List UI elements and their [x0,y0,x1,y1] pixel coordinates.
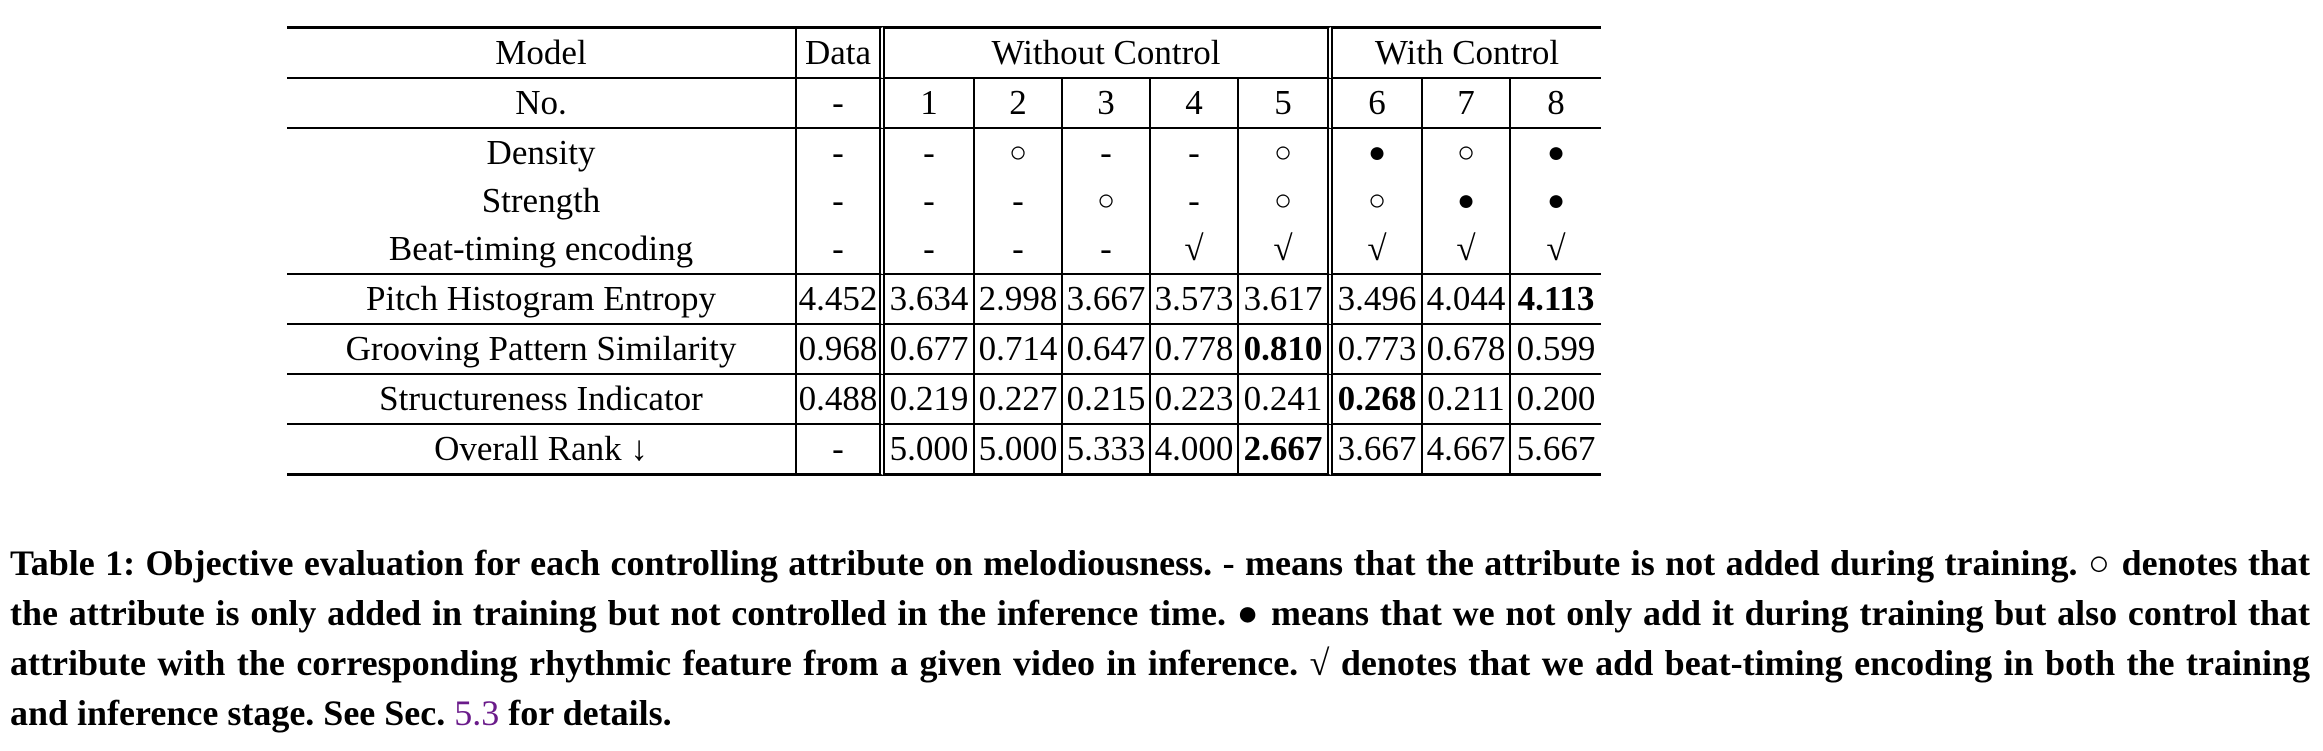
table-cell: 0.211 [1423,375,1511,425]
table-cell: 0.647 [1063,325,1151,375]
header-without-control: Without Control [885,26,1333,79]
row-label: Overall Rank ↓ [287,425,797,476]
table-cell: ● [1333,129,1423,177]
table-cell: ● [1423,177,1511,225]
table-cell: 3.496 [1333,275,1423,325]
table-cell: 0.677 [885,325,975,375]
row-label: Grooving Pattern Similarity [287,325,797,375]
table-cell: ● [1546,136,1566,169]
row-label: Structureness Indicator [287,375,797,425]
table-cell: ○ [1333,177,1423,225]
table-cell: ○ [975,129,1063,177]
row-label: No. [287,79,797,129]
header-with-control: With Control [1333,26,1601,79]
table-cell: - [1151,177,1239,225]
table-cell: 4.667 [1423,425,1511,476]
table-row: Overall Rank ↓ -5.000 5.000 5.333 4.000 2.667… [287,425,1601,476]
table-cell: - [1063,129,1151,177]
table-cell: 5.000 [975,425,1063,476]
table-row: Pitch Histogram Entropy 4.452 3.634 2.998 3.… [287,275,1601,325]
table-cell: 3 [1063,79,1151,129]
row-label: Density [287,129,797,177]
table-cell: 2 [975,79,1063,129]
table-cell: √ [1333,225,1423,275]
table-cell: 5 [1239,79,1333,129]
table-cell: 5.333 [1063,425,1151,476]
table-cell: ○ [1239,177,1333,225]
table-cell: 0.488 [797,375,885,425]
table-cell: - [797,425,885,476]
table-cell: - [975,177,1063,225]
table-row: No. -1 2 3 4 5 6 7 8 [287,79,1601,129]
table-cell: 3.573 [1151,275,1239,325]
table-cell: 2.667 [1239,425,1333,476]
table-cell: 0.810 [1239,325,1333,375]
table-cell: 3.634 [885,275,975,325]
table-cell: ● [1546,184,1566,217]
table-cell: 0.241 [1239,375,1333,425]
table-cell: - [1151,129,1239,177]
header-data: Data [797,26,885,79]
table-cell: - [797,129,885,177]
table-cell: - [885,129,975,177]
table-cell: 7 [1423,79,1511,129]
row-label: Strength [287,177,797,225]
table-caption: Table 1: Objective evaluation for each c… [10,538,2310,738]
table-cell: - [797,225,885,275]
table-cell: 4 [1151,79,1239,129]
table-cell: - [797,79,885,129]
table-row: Strength - - - ○ - ○ ○ ● ● [287,177,1601,225]
table-cell: √ [1239,225,1333,275]
caption-text: Table 1: Objective evaluation for each c… [10,543,2310,733]
table-cell: 3.667 [1063,275,1151,325]
table-cell: 4.452 [797,275,885,325]
table-cell: - [885,225,975,275]
table-cell: ○ [1423,129,1511,177]
table-cell: 3.667 [1333,425,1423,476]
table-cell: √ [1511,225,1601,275]
header-model: Model [287,26,797,79]
table-cell: 0.599 [1511,325,1601,375]
table-row: Density - - ○ - - ○ ● ○ ● [287,129,1601,177]
table-cell: - [885,177,975,225]
table-cell: 6 [1333,79,1423,129]
table-cell: 5.000 [885,425,975,476]
table-cell: 0.773 [1333,325,1423,375]
table-cell: 4.113 [1511,275,1601,325]
table-cell: 0.219 [885,375,975,425]
results-table: Model Data Without Control With Control … [287,26,1601,476]
section-reference-link[interactable]: 5.3 [454,693,500,733]
table-cell: 8 [1511,79,1601,129]
caption-suffix: for details. [508,693,672,733]
table-cell: 4.044 [1423,275,1511,325]
table-cell: 1 [885,79,975,129]
table-cell: - [975,225,1063,275]
table-cell: 0.714 [975,325,1063,375]
table-cell: 4.000 [1151,425,1239,476]
table-cell: 2.998 [975,275,1063,325]
table-cell: 0.215 [1063,375,1151,425]
table-cell: 0.968 [797,325,885,375]
row-label: Pitch Histogram Entropy [287,275,797,325]
table-header-row: Model Data Without Control With Control [287,26,1601,79]
table-cell: 0.778 [1151,325,1239,375]
table-cell: 3.617 [1239,275,1333,325]
table-cell: 0.678 [1423,325,1511,375]
table-cell: 5.667 [1511,425,1601,476]
table-cell: - [1063,225,1151,275]
table-row: Grooving Pattern Similarity 0.968 0.677 0.7… [287,325,1601,375]
table-cell: 0.268 [1333,375,1423,425]
table-cell: ○ [1239,129,1333,177]
table-row: Structureness Indicator 0.488 0.219 0.227 0.… [287,375,1601,425]
table-cell: 0.200 [1511,375,1601,425]
table-cell: √ [1423,225,1511,275]
table-cell: - [797,177,885,225]
table-row: Beat-timing encoding - - - - √ √ √ √ √ [287,225,1601,275]
table-cell: 0.223 [1151,375,1239,425]
table-cell: ○ [1063,177,1151,225]
table-cell: √ [1151,225,1239,275]
table-cell: 0.227 [975,375,1063,425]
row-label: Beat-timing encoding [287,225,797,275]
